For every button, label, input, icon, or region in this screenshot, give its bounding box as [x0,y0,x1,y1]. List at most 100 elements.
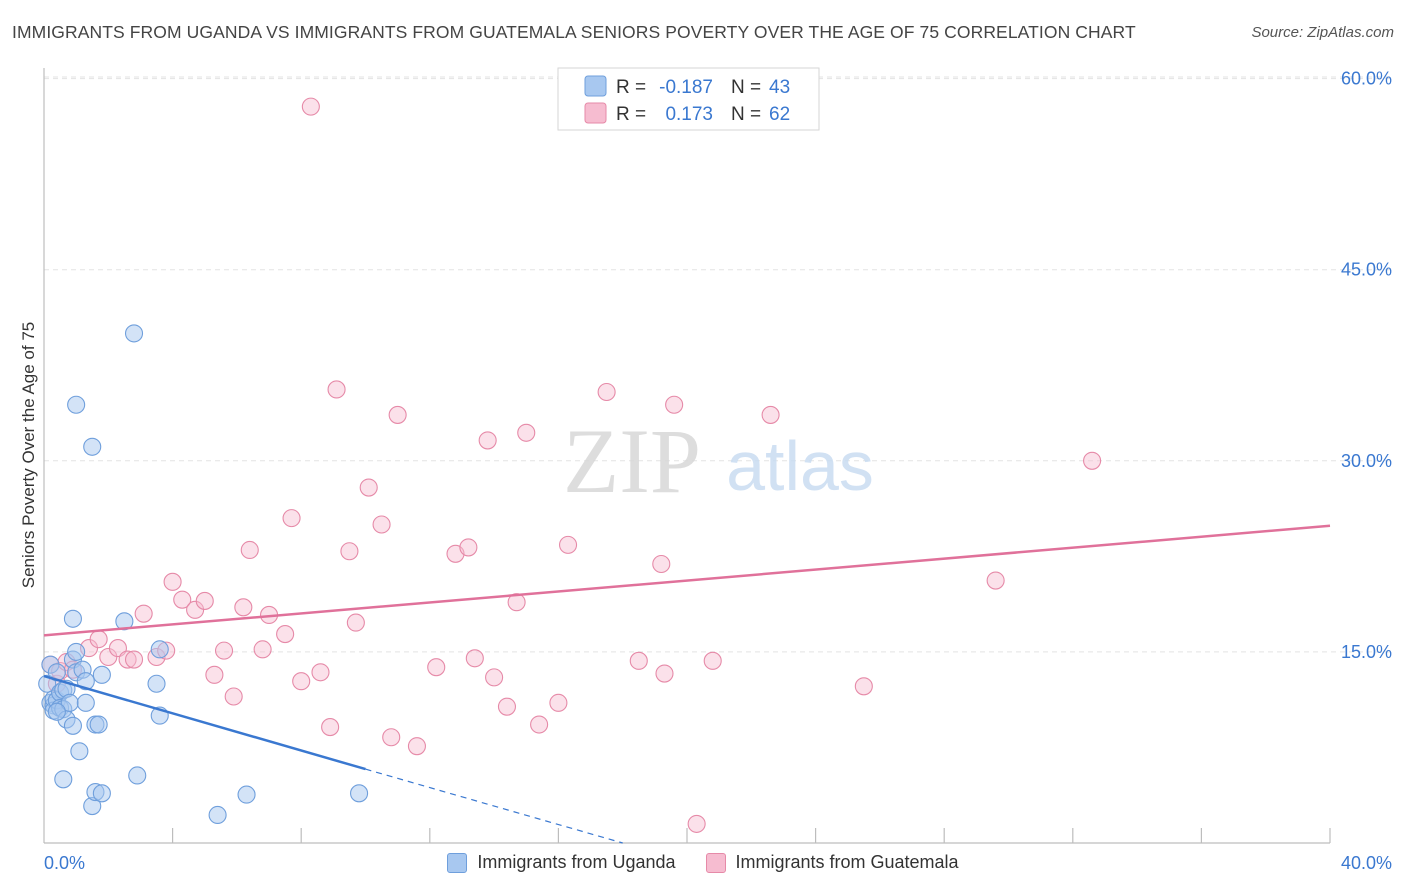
uganda-point-35 [128,766,147,785]
guatemala-point-26 [282,509,301,528]
uganda-point-36 [147,674,166,693]
y-tick-label-0: 15.0% [1341,642,1392,662]
guatemala-point-52 [629,651,648,670]
watermark-atlas: atlas [726,427,874,505]
guatemala-point-59 [854,677,873,696]
guatemala-point-45 [497,697,517,716]
legend-swatch-guatemala-bottom [705,852,726,873]
uganda-point-39 [208,805,227,825]
guatemala-point-35 [372,515,391,534]
guatemala-point-38 [407,737,426,756]
y-tick-label-3: 60.0% [1341,69,1392,89]
guatemala-point-32 [340,542,359,561]
uganda-point-41 [350,784,369,803]
legend-item-guatemala: Immigrants from Guatemala [705,852,959,873]
guatemala-trend-line [43,524,1331,637]
guatemala-point-36 [382,728,401,747]
uganda-point-30 [89,715,108,734]
guatemala-point-25 [276,625,295,644]
axes [43,68,1331,844]
guatemala-point-44 [485,668,504,687]
guatemala-point-51 [597,382,616,402]
legend-r-label-guatemala: R = [616,104,646,125]
uganda-point-34 [124,324,144,343]
guatemala-point-55 [665,395,684,414]
guatemala-point-37 [388,405,407,424]
uganda-point-37 [150,640,169,659]
uganda-point-31 [92,665,111,684]
guatemala-point-46 [507,593,526,612]
uganda-point-33 [115,612,134,631]
guatemala-point-58 [761,405,780,424]
guatemala-point-30 [321,718,340,737]
data-points [38,97,1102,833]
guatemala-point-53 [652,554,671,574]
guatemala-point-41 [459,538,478,557]
guatemala-point-23 [253,640,272,659]
guatemala-point-39 [427,658,446,677]
watermark-zip: ZIP [563,410,701,512]
uganda-point-40 [237,785,256,804]
guatemala-point-61 [1083,451,1102,470]
uganda-point-24 [54,770,73,789]
guatemala-point-48 [530,715,549,734]
guatemala-point-54 [655,664,674,683]
source-label: Source: ZipAtlas.com [1251,24,1394,41]
guatemala-point-14 [163,572,182,591]
guatemala-point-22 [240,540,259,560]
uganda-point-22 [76,693,95,712]
y-tick-label-2: 45.0% [1341,260,1392,280]
guatemala-point-20 [224,687,243,706]
guatemala-point-28 [301,97,320,116]
x-tick-label-max: 40.0% [1341,853,1392,873]
guatemala-point-42 [465,649,484,668]
guatemala-point-21 [234,598,253,617]
uganda-point-42 [47,702,66,721]
uganda-point-15 [63,609,82,628]
guatemala-point-18 [205,665,224,684]
chart-title: IMMIGRANTS FROM UGANDA VS IMMIGRANTS FRO… [12,22,1136,42]
uganda-point-20 [70,742,89,761]
x-tick-label-min: 0.0% [44,853,85,873]
legend-swatch-uganda [584,75,607,97]
guatemala-point-17 [195,591,214,610]
guatemala-point-27 [292,672,311,691]
guatemala-point-56 [687,814,706,833]
gridlines [44,76,1392,653]
legend-swatch-guatemala [584,102,607,124]
legend-label-uganda: Immigrants from Uganda [477,852,676,872]
y-tick-label-1: 30.0% [1341,451,1392,471]
guatemala-point-60 [986,571,1005,590]
guatemala-point-43 [478,431,497,450]
legend-swatch-uganda-bottom [447,852,468,873]
legend-label-guatemala: Immigrants from Guatemala [735,852,959,872]
series-legend: Immigrants from Uganda Immigrants from G… [0,852,1406,873]
legend-n-value-guatemala: 62 [769,104,790,125]
guatemala-point-9 [118,650,137,669]
guatemala-point-33 [346,613,365,632]
stats-legend: R = -0.187 N = 43 R = 0.173 N = 62 [557,67,820,131]
y-axis-label: Seniors Poverty Over the Age of 75 [19,322,38,588]
guatemala-point-34 [359,478,378,497]
legend-r-value-uganda: -0.187 [659,77,713,98]
legend-r-label-uganda: R = [616,77,646,98]
uganda-point-32 [92,784,111,803]
guatemala-point-19 [214,641,234,660]
guatemala-point-31 [327,380,346,399]
legend-n-value-uganda: 43 [769,77,790,98]
guatemala-point-15 [173,590,192,609]
uganda-point-25 [67,395,86,414]
guatemala-point-6 [89,630,108,649]
uganda-point-17 [63,716,82,735]
legend-n-label-guatemala: N = [731,104,761,125]
uganda-point-23 [76,672,95,691]
guatemala-point-11 [134,604,153,623]
uganda-point-18 [67,642,86,661]
uganda-point-26 [83,437,102,456]
legend-r-value-guatemala: 0.173 [665,104,713,125]
legend-n-label-uganda: N = [731,77,761,98]
legend-item-uganda: Immigrants from Uganda [447,852,676,873]
uganda-trend-line [43,674,366,771]
guatemala-point-57 [703,651,722,670]
